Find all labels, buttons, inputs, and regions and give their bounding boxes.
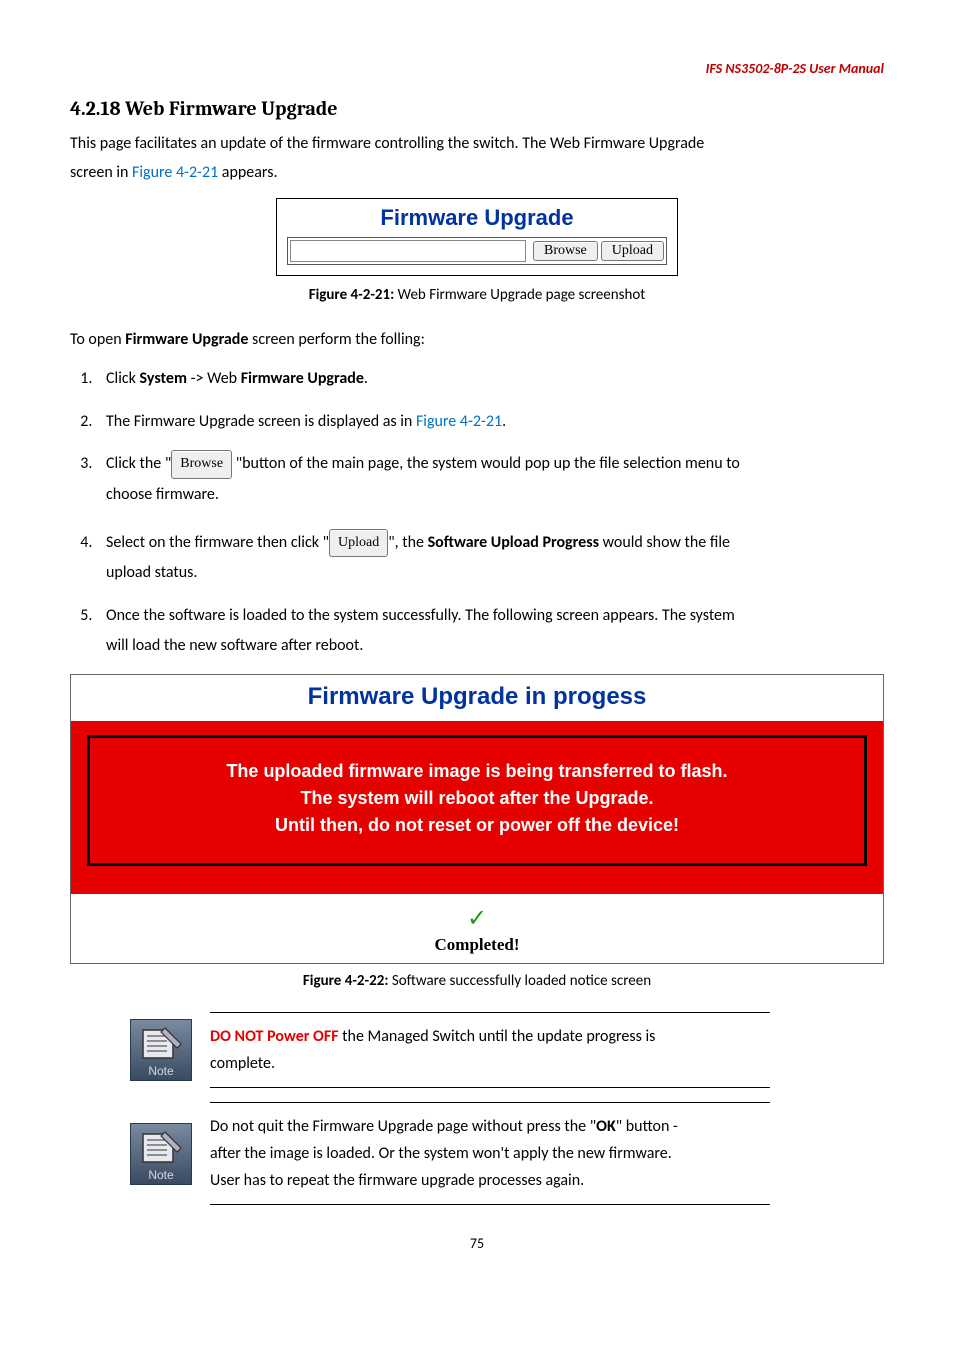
s4a: Select on the firmware then click "	[106, 533, 329, 552]
page-number: 75	[70, 1235, 884, 1252]
s2a: The Firmware Upgrade screen is displayed…	[106, 412, 416, 431]
note-icon: Note	[130, 1019, 192, 1081]
manual-header: IFS NS3502-8P-2S User Manual	[70, 60, 884, 77]
firmware-title: Firmware Upgrade	[287, 205, 667, 231]
upload-button[interactable]: Upload	[601, 241, 664, 261]
red-l3: Until then, do not reset or power off th…	[100, 812, 854, 839]
progress-title: Firmware Upgrade in progess	[71, 675, 883, 721]
s1a: Click	[106, 369, 140, 388]
red-l1: The uploaded firmware image is being tra…	[100, 758, 854, 785]
check-icon: ✓	[71, 894, 883, 935]
intro-l1: This page facilitates an update of the f…	[70, 134, 704, 153]
s3c: choose firmware.	[106, 485, 219, 504]
inline-browse-button[interactable]: Browse	[171, 450, 232, 479]
caption2-bold: Figure 4-2-22:	[303, 972, 389, 990]
s1b: System	[140, 369, 187, 388]
section-number: 4.2.18	[70, 97, 121, 120]
caption1-rest: Web Firmware Upgrade page screenshot	[394, 286, 645, 304]
fig-ref-link: Figure 4-2-21	[132, 163, 218, 182]
s2c: .	[502, 412, 506, 431]
note-label: Note	[131, 1168, 191, 1182]
s1c: -> Web	[187, 369, 241, 388]
caption2-rest: Software successfully loaded notice scre…	[388, 972, 651, 990]
s2b: Figure 4-2-21	[416, 412, 502, 431]
section-title: Web Firmware Upgrade	[125, 97, 337, 120]
note2-l2: after the image is loaded. Or the system…	[210, 1144, 672, 1163]
note1-rest2: complete.	[210, 1054, 275, 1073]
upgrade-progress-figure: Firmware Upgrade in progess The uploaded…	[70, 674, 884, 964]
completed-label: Completed!	[71, 935, 883, 963]
s5a: Once the software is loaded to the syste…	[106, 606, 735, 625]
notepad-icon	[137, 1128, 185, 1168]
caption1-bold: Figure 4-2-21:	[309, 286, 395, 304]
s4d: upload status.	[106, 563, 197, 582]
step-1: Click System -> Web Firmware Upgrade.	[96, 364, 884, 394]
step-5: Once the software is loaded to the syste…	[96, 601, 884, 662]
note2-l3: User has to repeat the firmware upgrade …	[210, 1171, 584, 1190]
open-a: To open	[70, 330, 125, 349]
note1-text: DO NOT Power OFF the Managed Switch unti…	[210, 1012, 770, 1088]
step-4: Select on the firmware then click "Uploa…	[96, 528, 884, 589]
note1-rest: the Managed Switch until the update prog…	[339, 1027, 656, 1046]
note2-l1a: Do not quit the Firmware Upgrade page wi…	[210, 1117, 596, 1136]
s1e: .	[364, 369, 368, 388]
note-2: Note Do not quit the Firmware Upgrade pa…	[130, 1102, 770, 1206]
s4c: would show the file	[599, 533, 730, 552]
firmware-upgrade-figure: Firmware Upgrade Browse Upload	[276, 198, 678, 276]
notepad-icon	[137, 1024, 185, 1064]
s4bold: Software Upload Progress	[428, 533, 599, 552]
step-3: Click the "Browse "button of the main pa…	[96, 449, 884, 510]
open-b: Firmware Upgrade	[125, 330, 248, 349]
note-icon: Note	[130, 1123, 192, 1185]
red-banner-inner: The uploaded firmware image is being tra…	[87, 735, 867, 866]
figure-caption-2: Figure 4-2-22: Software successfully loa…	[70, 972, 884, 990]
open-c: screen perform the folling:	[248, 330, 424, 349]
section-heading: 4.2.18 Web Firmware Upgrade	[70, 97, 884, 120]
red-banner: The uploaded firmware image is being tra…	[71, 721, 883, 894]
note-label: Note	[131, 1064, 191, 1078]
s1d: Firmware Upgrade	[241, 369, 364, 388]
s3a: Click the "	[106, 454, 171, 473]
inline-upload-button[interactable]: Upload	[329, 529, 388, 558]
s5b: will load the new software after reboot.	[106, 636, 363, 655]
note-1: Note DO NOT Power OFF the Managed Switch…	[130, 1012, 770, 1088]
browse-button[interactable]: Browse	[533, 241, 598, 261]
note2-l1c: " button -	[616, 1117, 678, 1136]
step-2: The Firmware Upgrade screen is displayed…	[96, 407, 884, 437]
intro-l2a: screen in	[70, 163, 132, 182]
steps-list: Click System -> Web Firmware Upgrade. Th…	[70, 364, 884, 661]
figure-caption-1: Figure 4-2-21: Web Firmware Upgrade page…	[70, 286, 884, 304]
note2-l1b: OK	[596, 1117, 616, 1136]
file-path-input[interactable]	[290, 240, 526, 262]
red-l2: The system will reboot after the Upgrade…	[100, 785, 854, 812]
note1-red: DO NOT Power OFF	[210, 1027, 339, 1046]
intro-text: This page facilitates an update of the f…	[70, 130, 884, 188]
note2-text: Do not quit the Firmware Upgrade page wi…	[210, 1102, 770, 1206]
s3b: "button of the main page, the system wou…	[232, 454, 740, 473]
open-line: To open Firmware Upgrade screen perform …	[70, 326, 884, 355]
firmware-controls: Browse Upload	[287, 237, 667, 265]
intro-l2b: appears.	[218, 163, 277, 182]
s4b: ", the	[388, 533, 427, 552]
